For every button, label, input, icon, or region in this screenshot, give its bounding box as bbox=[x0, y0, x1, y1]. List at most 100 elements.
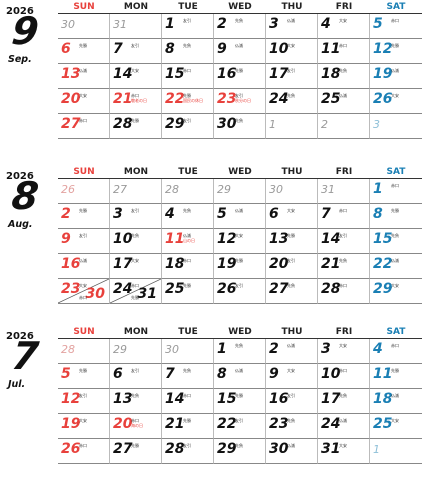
day-cell[interactable]: 29 先負 bbox=[214, 439, 266, 464]
day-cell[interactable]: 3 仏滅 bbox=[266, 14, 318, 39]
day-cell[interactable]: 17 先負 bbox=[318, 389, 370, 414]
day-cell[interactable]: 22 仏滅 bbox=[370, 254, 422, 279]
day-cell[interactable]: 28 赤口 bbox=[318, 279, 370, 304]
day-cell[interactable]: 25 大安 bbox=[370, 414, 422, 439]
day-cell[interactable]: 5 先勝 bbox=[58, 364, 110, 389]
day-cell[interactable]: 1 友引 bbox=[162, 14, 214, 39]
day-cell[interactable]: 31 bbox=[318, 179, 370, 204]
day-cell[interactable]: 27 bbox=[110, 179, 162, 204]
day-cell[interactable]: 3 大安 bbox=[318, 339, 370, 364]
day-cell[interactable]: 20 大安 bbox=[58, 89, 110, 114]
day-cell[interactable]: 13 先勝 bbox=[266, 229, 318, 254]
day-cell[interactable]: 28 bbox=[58, 339, 110, 364]
day-cell[interactable]: 1 先負 bbox=[214, 339, 266, 364]
day-cell[interactable]: 26 大安 bbox=[370, 89, 422, 114]
day-cell[interactable]: 25 仏滅 bbox=[318, 89, 370, 114]
day-cell[interactable]: 15 先負 bbox=[370, 229, 422, 254]
day-cell[interactable]: 17 友引 bbox=[266, 64, 318, 89]
day-cell[interactable]: 15 先勝 bbox=[214, 389, 266, 414]
day-cell[interactable]: 29 bbox=[110, 339, 162, 364]
day-cell[interactable]: 16 先勝 bbox=[214, 64, 266, 89]
day-cell[interactable]: 4 先負 bbox=[162, 204, 214, 229]
day-cell[interactable]: 25 先勝 bbox=[162, 279, 214, 304]
day-cell[interactable]: 13 仏滅 bbox=[58, 64, 110, 89]
day-cell[interactable]: 3 友引 bbox=[110, 204, 162, 229]
day-cell[interactable]: 11 赤口 bbox=[318, 39, 370, 64]
day-cell[interactable]: 26 友引 bbox=[214, 279, 266, 304]
day-cell[interactable]: 5 仏滅 bbox=[214, 204, 266, 229]
day-cell[interactable]: 21 先勝 bbox=[162, 414, 214, 439]
day-cell[interactable]: 26 bbox=[58, 179, 110, 204]
day-cell[interactable]: 2 先勝 bbox=[58, 204, 110, 229]
day-cell[interactable]: 27 赤口 bbox=[58, 114, 110, 139]
day-cell[interactable]: 8 仏滅 bbox=[214, 364, 266, 389]
day-cell[interactable]: 30 仏滅 bbox=[266, 439, 318, 464]
day-cell[interactable]: 15 赤口 bbox=[162, 64, 214, 89]
day-cell[interactable]: 20 友引 bbox=[266, 254, 318, 279]
day-cell[interactable]: 1 bbox=[266, 114, 318, 139]
day-cell[interactable]: 23 友引 秋分の日 bbox=[214, 89, 266, 114]
day-cell[interactable]: 6 先勝 bbox=[58, 39, 110, 64]
day-cell[interactable]: 26 赤口 bbox=[58, 439, 110, 464]
day-cell[interactable]: 6 大安 bbox=[266, 204, 318, 229]
day-cell[interactable]: 2 先負 bbox=[214, 14, 266, 39]
day-cell[interactable]: 2 bbox=[318, 114, 370, 139]
day-cell[interactable]: 29 大安 bbox=[370, 279, 422, 304]
day-cell[interactable]: 9 仏滅 bbox=[214, 39, 266, 64]
day-cell[interactable]: 22 先勝 国民の休日 bbox=[162, 89, 214, 114]
day-cell[interactable]: 11 先勝 bbox=[370, 364, 422, 389]
day-cell[interactable]: 1 赤口 bbox=[370, 179, 422, 204]
day-cell[interactable]: 31 bbox=[110, 14, 162, 39]
day-cell[interactable]: 19 仏滅 bbox=[370, 64, 422, 89]
day-cell[interactable]: 8 先負 bbox=[162, 39, 214, 64]
day-cell[interactable]: 27 先負 bbox=[266, 279, 318, 304]
day-cell[interactable]: 23 大安 30 赤口 bbox=[58, 279, 110, 304]
day-cell[interactable]: 22 友引 bbox=[214, 414, 266, 439]
day-cell[interactable]: 28 友引 bbox=[162, 439, 214, 464]
day-cell[interactable]: 10 大安 bbox=[266, 39, 318, 64]
day-cell[interactable]: 17 大安 bbox=[110, 254, 162, 279]
day-cell[interactable]: 12 大安 bbox=[214, 229, 266, 254]
day-cell[interactable]: 30 先負 bbox=[214, 114, 266, 139]
day-cell[interactable]: 13 先負 bbox=[110, 389, 162, 414]
day-cell[interactable]: 12 友引 bbox=[58, 389, 110, 414]
day-cell[interactable]: 3 bbox=[370, 114, 422, 139]
day-cell[interactable]: 18 先負 bbox=[318, 64, 370, 89]
day-cell[interactable]: 11 仏滅 山の日 bbox=[162, 229, 214, 254]
day-cell[interactable]: 14 友引 bbox=[318, 229, 370, 254]
day-cell[interactable]: 6 友引 bbox=[110, 364, 162, 389]
day-cell[interactable]: 14 赤口 bbox=[162, 389, 214, 414]
day-cell[interactable]: 30 bbox=[162, 339, 214, 364]
day-cell[interactable]: 20 赤口 海の日 bbox=[110, 414, 162, 439]
day-cell[interactable]: 10 先負 bbox=[110, 229, 162, 254]
day-cell[interactable]: 28 bbox=[162, 179, 214, 204]
day-cell[interactable]: 19 先勝 bbox=[214, 254, 266, 279]
day-cell[interactable]: 31 大安 bbox=[318, 439, 370, 464]
day-cell[interactable]: 12 先勝 bbox=[370, 39, 422, 64]
day-cell[interactable]: 27 先勝 bbox=[110, 439, 162, 464]
day-cell[interactable]: 4 大安 bbox=[318, 14, 370, 39]
day-cell[interactable]: 29 bbox=[214, 179, 266, 204]
day-cell[interactable]: 23 先負 bbox=[266, 414, 318, 439]
day-cell[interactable]: 29 友引 bbox=[162, 114, 214, 139]
day-cell[interactable]: 10 赤口 bbox=[318, 364, 370, 389]
day-cell[interactable]: 2 仏滅 bbox=[266, 339, 318, 364]
day-cell[interactable]: 24 仏滅 bbox=[318, 414, 370, 439]
day-cell[interactable]: 5 赤口 bbox=[370, 14, 422, 39]
day-cell[interactable]: 30 bbox=[266, 179, 318, 204]
day-cell[interactable]: 30 bbox=[58, 14, 110, 39]
day-cell[interactable]: 4 赤口 bbox=[370, 339, 422, 364]
day-cell[interactable]: 9 友引 bbox=[58, 229, 110, 254]
day-cell[interactable]: 9 大安 bbox=[266, 364, 318, 389]
day-cell[interactable]: 8 先勝 bbox=[370, 204, 422, 229]
day-cell[interactable]: 14 大安 bbox=[110, 64, 162, 89]
day-cell[interactable]: 21 赤口 敬老の日 bbox=[110, 89, 162, 114]
day-cell[interactable]: 16 友引 bbox=[266, 389, 318, 414]
day-cell[interactable]: 1 bbox=[370, 439, 422, 464]
day-cell[interactable]: 28 先勝 bbox=[110, 114, 162, 139]
day-cell[interactable]: 16 仏滅 bbox=[58, 254, 110, 279]
day-cell[interactable]: 7 赤口 bbox=[318, 204, 370, 229]
day-cell[interactable]: 19 大安 bbox=[58, 414, 110, 439]
day-cell[interactable]: 21 先負 bbox=[318, 254, 370, 279]
day-cell[interactable]: 7 友引 bbox=[110, 39, 162, 64]
